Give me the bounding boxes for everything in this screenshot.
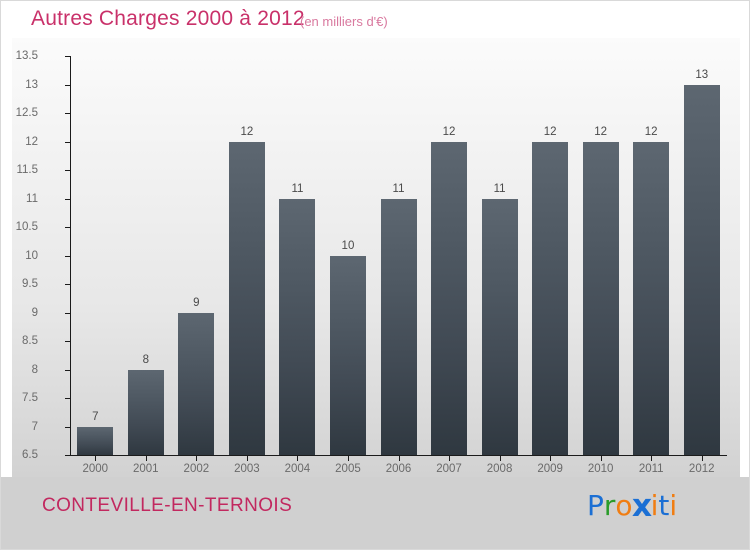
bar-value-label: 11 bbox=[493, 182, 506, 195]
y-axis-tick bbox=[65, 341, 71, 342]
y-axis-tick bbox=[65, 312, 71, 314]
y-axis-tick-label: 9.5 bbox=[22, 278, 38, 290]
bar[interactable] bbox=[532, 141, 569, 455]
bar[interactable] bbox=[279, 198, 316, 455]
x-axis-tick-label: 2008 bbox=[486, 463, 513, 475]
bar-value-label: 12 bbox=[442, 125, 456, 138]
x-axis-line bbox=[70, 455, 727, 456]
bar[interactable] bbox=[77, 426, 114, 455]
bar[interactable] bbox=[178, 312, 215, 455]
bar[interactable] bbox=[582, 141, 619, 455]
x-axis-tick-label: 2007 bbox=[436, 463, 462, 475]
bar[interactable] bbox=[683, 84, 720, 455]
chart-header: Autres Charges 2000 à 2012 (en milliers … bbox=[1, 1, 749, 37]
y-axis-tick-label: 10 bbox=[25, 249, 38, 262]
y-axis-tick bbox=[65, 455, 71, 456]
logo-letter: r bbox=[603, 489, 616, 522]
bar[interactable] bbox=[329, 255, 366, 455]
x-axis-tick-label: 2011 bbox=[638, 463, 664, 475]
y-axis-tick bbox=[65, 113, 71, 114]
y-axis-tick-label: 11 bbox=[26, 192, 38, 205]
x-axis-tick-label: 2012 bbox=[688, 463, 715, 475]
chart-footer: CONTEVILLE-EN-TERNOIS Proxiti bbox=[1, 477, 749, 549]
x-axis-tick bbox=[297, 456, 299, 461]
logo-letter: P bbox=[587, 489, 604, 522]
y-axis-tick-label: 12.5 bbox=[15, 107, 38, 119]
logo-letter: o bbox=[615, 489, 633, 522]
x-axis-tick-label: 2005 bbox=[335, 463, 361, 475]
y-axis-tick bbox=[65, 426, 71, 428]
bar-value-label: 10 bbox=[341, 239, 355, 252]
bar-value-label: 12 bbox=[240, 125, 254, 138]
y-axis-tick-label: 8 bbox=[31, 363, 38, 376]
x-axis-tick bbox=[398, 456, 400, 461]
x-axis-tick bbox=[499, 456, 501, 461]
x-axis-tick bbox=[145, 456, 147, 461]
bar[interactable] bbox=[431, 141, 468, 455]
x-axis-tick-label: 2003 bbox=[234, 463, 260, 475]
x-axis-tick bbox=[449, 456, 451, 461]
y-axis-tick-label: 10.5 bbox=[15, 221, 38, 233]
y-axis-tick-label: 8.5 bbox=[22, 335, 38, 347]
x-axis-tick bbox=[196, 456, 198, 461]
bar-value-label: 7 bbox=[92, 410, 99, 423]
bar[interactable] bbox=[380, 198, 417, 455]
bar[interactable] bbox=[481, 198, 518, 455]
bar[interactable] bbox=[127, 369, 164, 455]
y-axis-tick bbox=[65, 227, 71, 228]
bar[interactable] bbox=[633, 141, 670, 455]
y-axis-tick-label: 7.5 bbox=[22, 392, 38, 404]
x-axis-tick bbox=[651, 456, 653, 461]
x-axis-tick-label: 2006 bbox=[385, 463, 412, 475]
bar-value-label: 12 bbox=[594, 125, 608, 138]
y-axis-tick bbox=[65, 56, 71, 57]
y-axis-tick-label: 13 bbox=[25, 78, 38, 91]
x-axis-tick bbox=[347, 456, 349, 461]
logo-letter: t bbox=[658, 489, 670, 522]
commune-name: CONTEVILLE-EN-TERNOIS bbox=[42, 495, 293, 516]
x-axis-tick bbox=[246, 456, 248, 461]
logo-letter: i bbox=[650, 489, 659, 522]
y-axis-tick bbox=[65, 198, 71, 200]
logo-letter: x bbox=[631, 487, 652, 524]
x-axis-tick-label: 2004 bbox=[284, 463, 311, 475]
y-axis-tick bbox=[65, 398, 71, 399]
x-axis-tick bbox=[95, 456, 97, 461]
x-axis-tick-label: 2000 bbox=[82, 463, 109, 475]
y-axis-tick-label: 13.5 bbox=[15, 50, 38, 62]
y-axis-tick bbox=[65, 255, 71, 257]
page-title: Autres Charges 2000 à 2012 bbox=[31, 7, 305, 30]
bar-value-label: 8 bbox=[142, 353, 149, 366]
y-axis-tick-label: 11.5 bbox=[16, 164, 38, 176]
y-axis-tick-label: 6.5 bbox=[22, 449, 38, 461]
y-axis-tick bbox=[65, 170, 71, 171]
bar-value-label: 9 bbox=[193, 296, 200, 309]
y-axis-tick bbox=[65, 84, 71, 86]
y-axis-tick bbox=[65, 284, 71, 285]
y-axis-tick bbox=[65, 369, 71, 371]
bar-value-label: 12 bbox=[543, 125, 557, 138]
proxiti-logo[interactable]: Proxiti bbox=[587, 487, 678, 524]
x-axis-tick bbox=[701, 456, 703, 461]
bar-value-label: 13 bbox=[695, 68, 709, 81]
x-axis-tick-label: 2009 bbox=[537, 463, 563, 475]
plot-frame: 6.5 7 7.5 8 8.5 9 9.5 10 10.5 11 11.5 12 12.5 13 13.5 … bbox=[12, 38, 740, 477]
chart-subtitle: (en milliers d'€) bbox=[300, 14, 388, 29]
x-axis-tick-label: 2010 bbox=[587, 463, 614, 475]
bar-value-label: 11 bbox=[291, 182, 304, 195]
x-axis-tick-label: 2002 bbox=[183, 463, 210, 475]
y-axis-tick-label: 7 bbox=[31, 420, 38, 433]
y-axis-tick-label: 9 bbox=[31, 306, 38, 319]
x-axis-tick-label: 2001 bbox=[133, 463, 159, 475]
logo-letter: i bbox=[669, 489, 678, 522]
bar[interactable] bbox=[228, 141, 265, 455]
bar-value-label: 11 bbox=[392, 182, 405, 195]
bar-value-label: 12 bbox=[644, 125, 658, 138]
y-axis-tick bbox=[65, 141, 71, 143]
y-axis-tick-label: 12 bbox=[25, 135, 38, 148]
x-axis-tick bbox=[600, 456, 602, 461]
x-axis-tick bbox=[550, 456, 552, 461]
